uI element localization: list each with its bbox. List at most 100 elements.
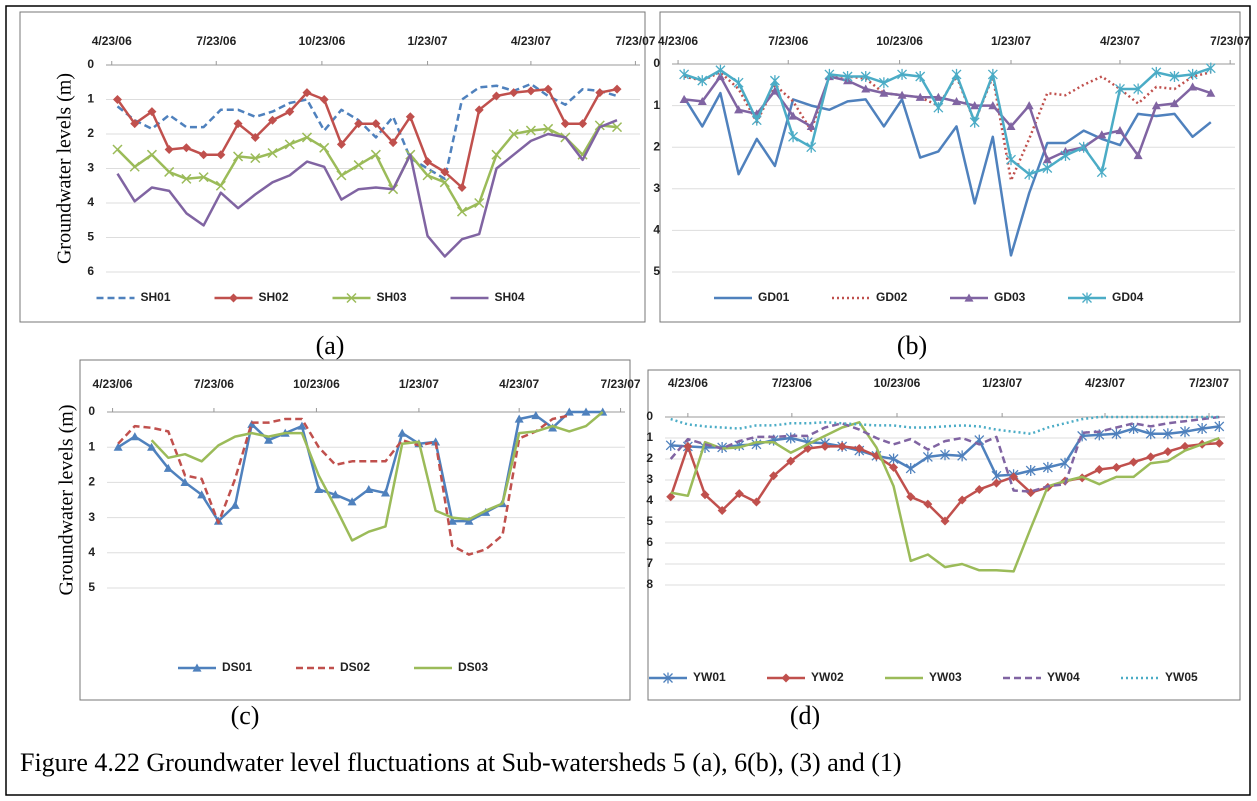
y-tick-label: 7 — [646, 556, 653, 570]
figure-caption: Figure 4.22 Groundwater level fluctuatio… — [20, 748, 902, 777]
marker — [889, 462, 899, 472]
marker — [897, 68, 908, 80]
series-line — [683, 75, 1212, 161]
y-tick-label: 1 — [653, 98, 660, 112]
marker — [824, 68, 835, 80]
marker — [457, 182, 467, 192]
marker — [302, 88, 312, 98]
marker — [952, 96, 962, 106]
x-tick-label: 10/23/06 — [299, 34, 346, 48]
marker — [905, 462, 916, 474]
marker — [612, 84, 622, 94]
marker — [897, 90, 907, 99]
marker — [216, 150, 226, 160]
marker — [733, 77, 744, 89]
chart-panel: 0 1 2 3 4 5 4/23/06 7/23/06 10/23/06 1/23/07 4/23/… — [653, 11, 1250, 360]
marker — [247, 419, 257, 428]
marker — [683, 441, 693, 451]
x-tick-label: 4/23/07 — [511, 34, 551, 48]
marker — [715, 71, 725, 81]
marker — [663, 672, 673, 684]
y-tick-label: 0 — [87, 57, 94, 71]
chart-panel: 0 1 2 3 4 5 6 4/23/06 7/23/06 10/23/06 1/23/07 4/23… — [19, 11, 656, 360]
x-tick-label: 7/23/07 — [1210, 34, 1250, 48]
marker — [665, 439, 676, 451]
marker — [842, 70, 853, 82]
marker — [595, 88, 605, 98]
x-tick-label: 7/23/06 — [772, 376, 812, 390]
marker — [1197, 423, 1208, 435]
marker — [1206, 88, 1216, 97]
series-line — [669, 415, 1220, 493]
x-tick-label: 10/23/06 — [874, 376, 921, 390]
marker — [531, 411, 541, 420]
marker — [192, 663, 202, 672]
marker — [371, 119, 381, 129]
marker — [264, 435, 274, 444]
marker — [508, 128, 519, 140]
x-tick-label: 4/23/07 — [1085, 376, 1125, 390]
marker — [700, 490, 710, 500]
marker — [1180, 426, 1190, 438]
marker — [543, 84, 553, 94]
marker — [250, 153, 261, 164]
marker — [915, 70, 926, 82]
marker — [751, 497, 761, 507]
marker — [697, 96, 707, 106]
x-tick-label: 4/23/06 — [658, 34, 698, 48]
marker — [1187, 68, 1198, 80]
marker — [1169, 70, 1180, 82]
x-tick-label: 7/23/07 — [1189, 376, 1229, 390]
marker — [397, 428, 407, 437]
x-tick-label: 4/23/07 — [499, 377, 539, 391]
marker — [922, 451, 933, 463]
marker — [336, 170, 347, 181]
marker — [1129, 457, 1139, 467]
marker — [715, 64, 726, 76]
marker — [346, 292, 357, 304]
marker — [233, 151, 244, 162]
y-axis-label: Groundwater levels (m) — [54, 73, 76, 264]
marker — [951, 68, 962, 80]
x-tick-label: 4/23/07 — [1100, 34, 1140, 48]
marker — [267, 147, 278, 159]
marker — [347, 497, 357, 506]
marker — [1006, 121, 1016, 130]
marker — [491, 149, 502, 160]
marker — [1145, 428, 1156, 440]
marker — [1162, 428, 1173, 440]
x-tick-label: 10/23/06 — [293, 377, 340, 391]
marker — [1133, 83, 1144, 95]
y-tick-label: 3 — [653, 181, 660, 195]
marker — [423, 157, 433, 167]
marker — [1111, 428, 1122, 440]
marker — [679, 94, 689, 103]
marker — [734, 489, 744, 499]
marker — [514, 414, 524, 423]
marker — [933, 102, 944, 114]
marker — [940, 449, 950, 461]
legend-label: YW05 — [1165, 670, 1198, 684]
series-line — [683, 67, 1212, 176]
marker — [456, 206, 468, 217]
marker — [147, 107, 157, 117]
x-tick-label: 7/23/07 — [615, 34, 655, 48]
marker — [268, 115, 278, 125]
y-tick-label: 3 — [88, 510, 95, 524]
marker — [301, 132, 312, 143]
marker — [229, 293, 238, 303]
series-line — [116, 124, 618, 213]
marker — [112, 144, 123, 155]
series-line — [683, 71, 1212, 182]
legend-label: SH02 — [259, 290, 289, 304]
marker — [1042, 461, 1053, 473]
y-tick-label: 5 — [87, 230, 94, 244]
series-line — [670, 421, 1220, 573]
marker — [314, 484, 324, 494]
marker — [820, 441, 830, 451]
marker — [734, 105, 744, 114]
y-tick-label: 6 — [646, 535, 653, 549]
marker — [431, 437, 441, 446]
marker — [1096, 166, 1107, 178]
